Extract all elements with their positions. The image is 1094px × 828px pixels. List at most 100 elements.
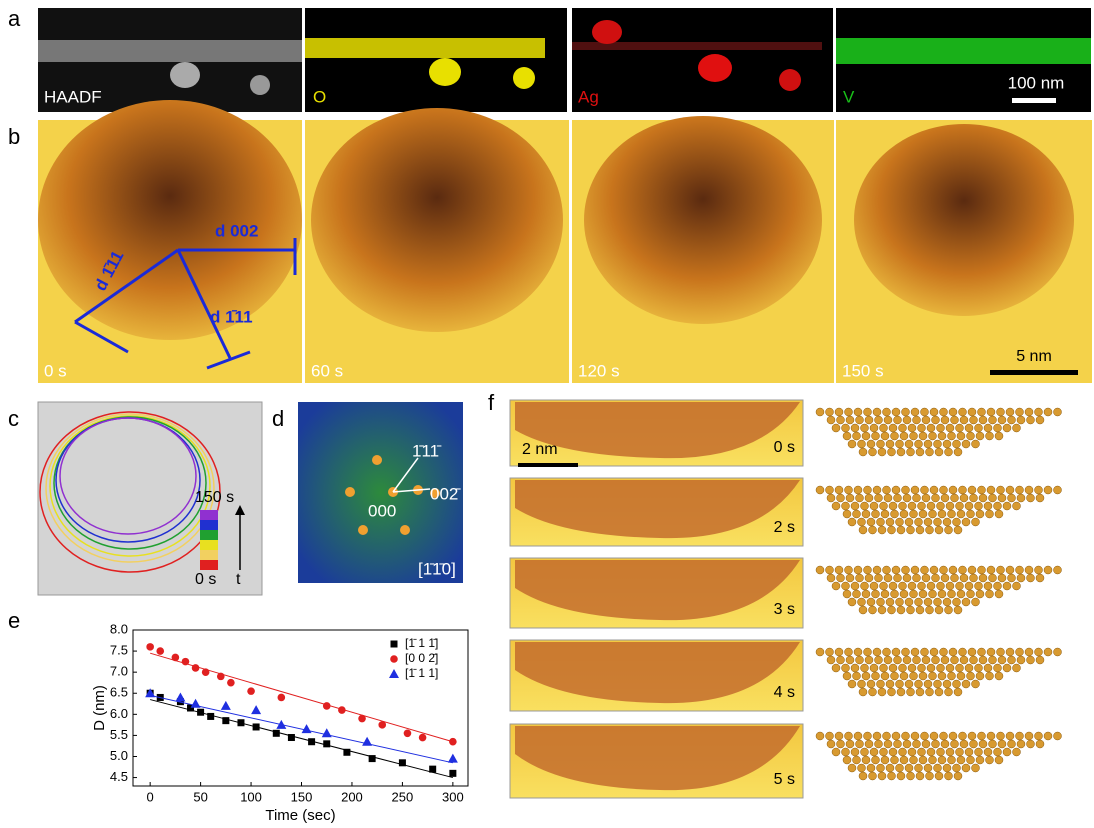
atom — [873, 486, 881, 494]
atom — [873, 648, 881, 656]
scale-bar — [990, 370, 1078, 375]
chart: 4.55.05.56.06.57.07.58.00501001502002503… — [91, 621, 468, 823]
atom — [994, 502, 1002, 510]
atom — [919, 590, 927, 598]
time-label: 4 s — [774, 684, 795, 701]
atom — [1006, 486, 1014, 494]
atom — [1035, 408, 1043, 416]
atom — [1036, 416, 1044, 424]
atom — [943, 440, 951, 448]
atom — [987, 566, 995, 574]
atom — [1035, 486, 1043, 494]
atom — [997, 648, 1005, 656]
point — [172, 654, 180, 662]
atom — [913, 416, 921, 424]
atom — [945, 526, 953, 534]
atom — [900, 510, 908, 518]
atom — [872, 432, 880, 440]
atom — [827, 656, 835, 664]
atom — [941, 574, 949, 582]
atom — [869, 606, 877, 614]
atom — [905, 518, 913, 526]
image — [311, 108, 563, 332]
atom — [872, 510, 880, 518]
atom — [845, 732, 853, 740]
point — [202, 668, 210, 676]
atom — [934, 518, 942, 526]
atom — [919, 672, 927, 680]
atom — [816, 566, 824, 574]
atom — [858, 764, 866, 772]
atom — [967, 756, 975, 764]
scale-bar — [518, 463, 578, 467]
point — [302, 724, 312, 733]
atom — [938, 510, 946, 518]
atom — [894, 574, 902, 582]
atom — [997, 566, 1005, 574]
atom — [968, 648, 976, 656]
atom — [998, 740, 1006, 748]
atom — [826, 732, 834, 740]
scale-bar — [1012, 98, 1056, 103]
atom — [994, 582, 1002, 590]
atom — [1013, 424, 1021, 432]
atom — [918, 424, 926, 432]
atom — [915, 598, 923, 606]
atom — [995, 510, 1003, 518]
atom — [953, 440, 961, 448]
y-axis-label: D (nm) — [91, 685, 108, 731]
atom — [1025, 408, 1033, 416]
point — [448, 754, 458, 763]
atom — [856, 656, 864, 664]
point — [207, 713, 214, 720]
atom — [888, 688, 896, 696]
atom — [854, 408, 862, 416]
atom — [921, 408, 929, 416]
atom — [910, 590, 918, 598]
atom — [915, 440, 923, 448]
atom — [897, 606, 905, 614]
image — [170, 62, 200, 88]
atom — [945, 688, 953, 696]
atom — [851, 424, 859, 432]
atom — [921, 732, 929, 740]
atom — [989, 740, 997, 748]
atom — [861, 664, 869, 672]
atom-model — [816, 408, 1062, 456]
atom — [903, 416, 911, 424]
image — [429, 58, 461, 86]
atom — [926, 606, 934, 614]
atom — [843, 432, 851, 440]
point — [322, 728, 332, 737]
atom — [918, 664, 926, 672]
atom — [1017, 740, 1025, 748]
atom — [877, 680, 885, 688]
atom — [989, 574, 997, 582]
atom — [842, 748, 850, 756]
atom — [924, 518, 932, 526]
atom — [826, 648, 834, 656]
atom — [873, 408, 881, 416]
atom — [875, 740, 883, 748]
atom — [943, 680, 951, 688]
atom — [862, 432, 870, 440]
atom — [922, 656, 930, 664]
point — [323, 702, 331, 710]
atom — [948, 510, 956, 518]
atom — [919, 510, 927, 518]
point — [362, 737, 372, 746]
atom — [1036, 494, 1044, 502]
atom — [883, 408, 891, 416]
atom — [911, 648, 919, 656]
time-label: 0 s — [44, 361, 67, 380]
atom — [1016, 732, 1024, 740]
atom — [924, 598, 932, 606]
atom — [927, 748, 935, 756]
atom — [886, 764, 894, 772]
atom — [827, 574, 835, 582]
point — [308, 738, 315, 745]
atom — [865, 740, 873, 748]
atom — [1036, 574, 1044, 582]
atom — [853, 510, 861, 518]
atom — [899, 502, 907, 510]
